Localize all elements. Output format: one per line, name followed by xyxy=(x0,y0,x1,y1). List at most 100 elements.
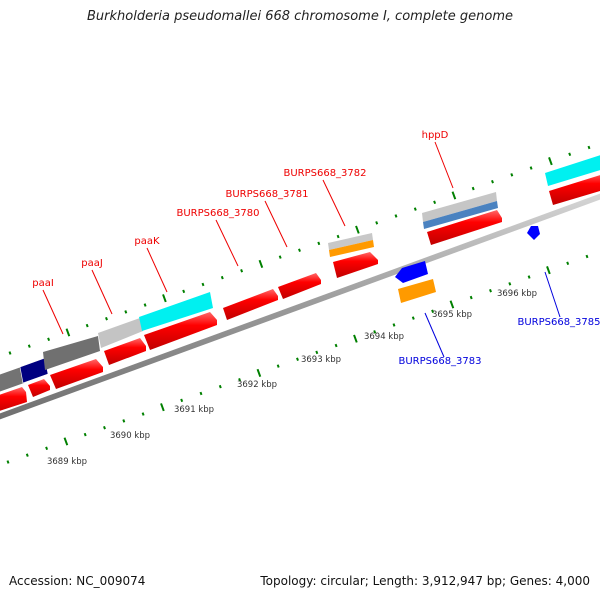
outer-minor-tick xyxy=(105,316,108,321)
cds-arrow xyxy=(28,379,50,397)
inner-minor-tick xyxy=(238,378,242,382)
outer-major-tick xyxy=(162,294,167,303)
outer-minor-tick xyxy=(8,351,12,355)
feature-bar-dark-gray xyxy=(43,336,100,370)
map-title: Burkholderia pseudomallei 668 chromosome… xyxy=(86,9,514,24)
inner-scale-ticks xyxy=(6,254,589,464)
backbone xyxy=(0,193,600,420)
inner-minor-tick xyxy=(6,460,10,464)
scale-label: 3696 kbp xyxy=(497,289,537,299)
inner-minor-tick xyxy=(392,323,396,327)
inner-minor-tick xyxy=(527,275,531,279)
genome-stats-text: Topology: circular; Length: 3,912,947 bp… xyxy=(260,574,590,588)
feature-bar-cyan xyxy=(139,292,213,331)
cds-arrow xyxy=(549,175,600,205)
inner-minor-tick xyxy=(218,384,222,389)
inner-minor-tick xyxy=(566,261,570,266)
label-lines xyxy=(42,141,561,358)
scale-label: 3689 kbp xyxy=(47,457,87,467)
outer-major-tick xyxy=(65,328,71,337)
cds-arrow xyxy=(223,289,278,320)
inner-major-tick xyxy=(63,437,69,446)
inner-minor-tick xyxy=(276,364,280,368)
reverse-features xyxy=(395,226,540,303)
outer-minor-tick xyxy=(510,173,514,177)
outer-minor-tick xyxy=(47,337,51,342)
inner-minor-tick xyxy=(469,295,473,300)
label-line xyxy=(146,247,168,293)
outer-minor-tick xyxy=(182,289,186,294)
feature-bar-steel-blue xyxy=(423,201,498,229)
inner-major-tick xyxy=(449,300,455,309)
inner-minor-tick xyxy=(373,330,377,334)
cds-arrow xyxy=(278,273,321,299)
gene-label-paaI[interactable]: paaI xyxy=(32,278,54,289)
inner-major-tick xyxy=(353,334,358,343)
cds-arrow xyxy=(104,338,146,365)
outer-minor-tick xyxy=(375,221,379,225)
outer-minor-tick xyxy=(220,275,224,280)
gene-label-BURPS668_3782[interactable]: BURPS668_3782 xyxy=(283,168,366,179)
outer-minor-tick xyxy=(124,310,128,314)
gene-label-BURPS668_3780[interactable]: BURPS668_3780 xyxy=(176,208,259,219)
outer-scale-ticks xyxy=(8,145,591,355)
label-line xyxy=(42,289,64,335)
scale-labels: 3689 kbp 3690 kbp 3691 kbp 3692 kbp 3693 kbp… xyxy=(47,289,537,467)
feature-bars xyxy=(0,155,600,392)
forward-cds-arrows xyxy=(0,175,600,411)
outer-minor-tick xyxy=(278,255,282,259)
label-line xyxy=(322,179,346,227)
outer-major-tick xyxy=(451,191,457,200)
inner-major-tick xyxy=(546,266,551,275)
inner-minor-tick xyxy=(431,309,435,314)
feature-bar-navy xyxy=(19,357,49,384)
gene-label-BURPS668_3785[interactable]: BURPS668_3785 xyxy=(517,317,600,328)
outer-minor-tick xyxy=(529,166,533,170)
inner-minor-tick xyxy=(25,453,29,457)
outer-major-tick xyxy=(258,259,264,269)
label-line xyxy=(544,271,561,318)
outer-minor-tick xyxy=(587,145,591,150)
outer-minor-tick xyxy=(240,269,244,273)
inner-minor-tick xyxy=(103,425,106,430)
feature-bar-orange xyxy=(329,240,374,257)
outer-minor-tick xyxy=(317,241,321,246)
scale-label: 3691 kbp xyxy=(174,405,214,415)
gene-label-paaJ[interactable]: paaJ xyxy=(81,258,103,269)
inner-minor-tick xyxy=(489,288,492,293)
scale-label: 3693 kbp xyxy=(301,355,341,365)
inner-minor-tick xyxy=(411,316,415,320)
outer-major-tick xyxy=(355,225,360,234)
reverse-cds-arrow xyxy=(395,261,428,283)
cds-arrow xyxy=(427,210,502,245)
accession-text: Accession: NC_009074 xyxy=(9,574,146,588)
cds-arrow xyxy=(144,312,217,350)
scale-label: 3692 kbp xyxy=(237,380,277,390)
outer-minor-tick xyxy=(433,200,437,205)
inner-major-tick xyxy=(256,368,262,378)
inner-minor-tick xyxy=(199,391,203,396)
cds-arrow xyxy=(0,387,27,411)
feature-bar-dark-gray xyxy=(0,366,24,392)
label-line xyxy=(424,312,445,358)
outer-minor-tick xyxy=(201,282,205,287)
gene-label-paaK[interactable]: paaK xyxy=(134,236,160,247)
outer-minor-tick xyxy=(85,323,89,328)
outer-minor-tick xyxy=(298,248,301,252)
gene-label-hppD[interactable]: hppD xyxy=(422,130,449,141)
label-line xyxy=(215,219,239,267)
gene-label-BURPS668_3781[interactable]: BURPS668_3781 xyxy=(225,189,308,200)
inner-minor-tick xyxy=(585,254,589,259)
inner-minor-tick xyxy=(141,412,145,416)
scale-label: 3690 kbp xyxy=(110,431,150,441)
label-line xyxy=(264,200,288,248)
inner-minor-tick xyxy=(508,282,512,286)
feature-bar-light-gray xyxy=(98,318,143,348)
scale-label: 3694 kbp xyxy=(364,332,404,342)
gene-label-BURPS668_3783[interactable]: BURPS668_3783 xyxy=(398,356,481,367)
cds-arrow xyxy=(50,359,103,389)
label-line xyxy=(434,141,454,189)
inner-minor-tick xyxy=(83,432,87,437)
inner-minor-tick xyxy=(180,398,184,403)
